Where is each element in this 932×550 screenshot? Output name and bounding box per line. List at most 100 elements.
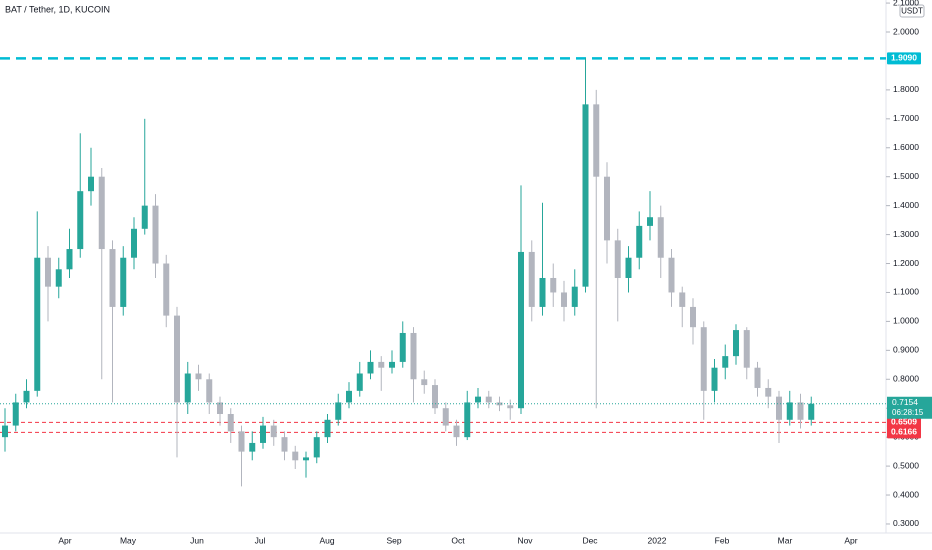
price-level-tag — [887, 52, 921, 65]
candle-body — [227, 414, 234, 432]
x-tick-label: 2022 — [648, 535, 667, 545]
candle-body — [141, 205, 148, 229]
candle-body — [722, 356, 729, 368]
candle-body — [174, 315, 180, 403]
x-tick-label: Sep — [386, 535, 401, 545]
candle-body — [34, 257, 41, 391]
y-tick-label: 0.8000 — [893, 374, 919, 384]
x-tick-label: Nov — [517, 535, 533, 545]
x-tick-label: Apr — [58, 535, 71, 545]
candle-body — [711, 367, 718, 391]
y-tick-label: 1.8000 — [893, 84, 919, 94]
candle-body — [550, 277, 557, 293]
candle-body — [765, 387, 772, 397]
candle-body — [346, 390, 352, 403]
y-tick-label: 0.9000 — [893, 345, 919, 355]
candle-body — [786, 402, 793, 420]
candle-body — [485, 396, 492, 403]
y-tick-label: 1.4000 — [893, 200, 919, 210]
y-tick-label: 1.0000 — [893, 316, 919, 326]
candle-body — [776, 396, 782, 420]
candle-body — [668, 257, 675, 293]
price-level-label: 1.9090 — [891, 53, 917, 63]
candle-body — [335, 402, 342, 420]
candle-body — [77, 191, 84, 250]
candle-body — [539, 277, 546, 307]
candle-body — [625, 257, 632, 278]
candle-body — [582, 104, 589, 287]
candle-body — [496, 402, 503, 406]
price-level-tag — [887, 426, 921, 439]
price-level-tag — [887, 416, 921, 429]
candle-body — [700, 327, 707, 391]
x-tick-label: Mar — [778, 535, 793, 545]
x-tick-label: Feb — [715, 535, 730, 545]
candle-body — [367, 361, 374, 374]
candle-body — [657, 217, 664, 258]
candle-body — [88, 176, 94, 192]
currency-box — [899, 4, 925, 18]
candles — [2, 58, 815, 487]
candle-body — [109, 249, 116, 307]
candle-body — [292, 451, 299, 461]
candle-body — [238, 431, 245, 452]
last-price-tag — [887, 396, 932, 419]
x-tick-label: Jun — [190, 535, 204, 545]
candle-body — [442, 408, 449, 426]
candle-body — [571, 286, 578, 307]
x-tick-label: Jul — [255, 535, 266, 545]
y-tick-label: 1.6000 — [893, 142, 919, 152]
candle-body — [593, 104, 600, 177]
candle-body — [421, 379, 428, 386]
candle-body — [518, 251, 524, 409]
candle-body — [636, 225, 643, 258]
price-level-label: 0.6509 — [891, 417, 917, 427]
candle-body — [679, 292, 686, 307]
candle-body — [743, 330, 750, 368]
candle-body — [270, 425, 277, 438]
candle-body — [163, 263, 170, 316]
candle-body — [808, 403, 815, 420]
candle-body — [2, 425, 8, 438]
candle-body — [55, 269, 62, 287]
candle-body — [614, 240, 621, 278]
candle-body — [453, 425, 460, 438]
candle-body — [249, 442, 256, 452]
candle-body — [754, 367, 761, 388]
candle-body — [797, 402, 804, 420]
candle-body — [206, 379, 213, 403]
candle-body — [131, 228, 137, 258]
countdown-label: 06:28:15 — [892, 408, 924, 417]
candle-body — [98, 176, 105, 250]
candle-body — [195, 373, 202, 380]
x-tick-label: May — [120, 535, 137, 545]
candle-body — [561, 292, 567, 307]
candle-body — [399, 332, 406, 362]
candle-body — [184, 373, 191, 403]
chart-title: BAT / Tether, 1D, KUCOIN — [5, 4, 110, 14]
candle-body — [647, 217, 653, 226]
candle-body — [507, 405, 514, 409]
candle-body — [23, 390, 30, 403]
candle-body — [464, 402, 471, 438]
y-tick-label: 1.5000 — [893, 171, 919, 181]
y-tick-label: 0.5000 — [893, 460, 919, 470]
candle-body — [12, 402, 19, 426]
candle-body — [528, 251, 535, 307]
candle-body — [324, 419, 331, 438]
candle-body — [313, 437, 320, 458]
x-tick-label: Dec — [582, 535, 598, 545]
y-tick-label: 1.7000 — [893, 113, 919, 123]
x-tick-label: Aug — [319, 535, 334, 545]
y-tick-label: 1.1000 — [893, 287, 919, 297]
candle-body — [281, 437, 288, 452]
last-price-label: 0.7154 — [892, 397, 918, 407]
candle-body — [604, 176, 610, 241]
candle-body — [378, 361, 385, 368]
candle-body — [217, 402, 223, 415]
price-level-label: 0.6166 — [891, 427, 917, 437]
candle-body — [389, 361, 395, 368]
y-tick-label: 0.4000 — [893, 489, 919, 499]
candle-body — [733, 330, 739, 357]
